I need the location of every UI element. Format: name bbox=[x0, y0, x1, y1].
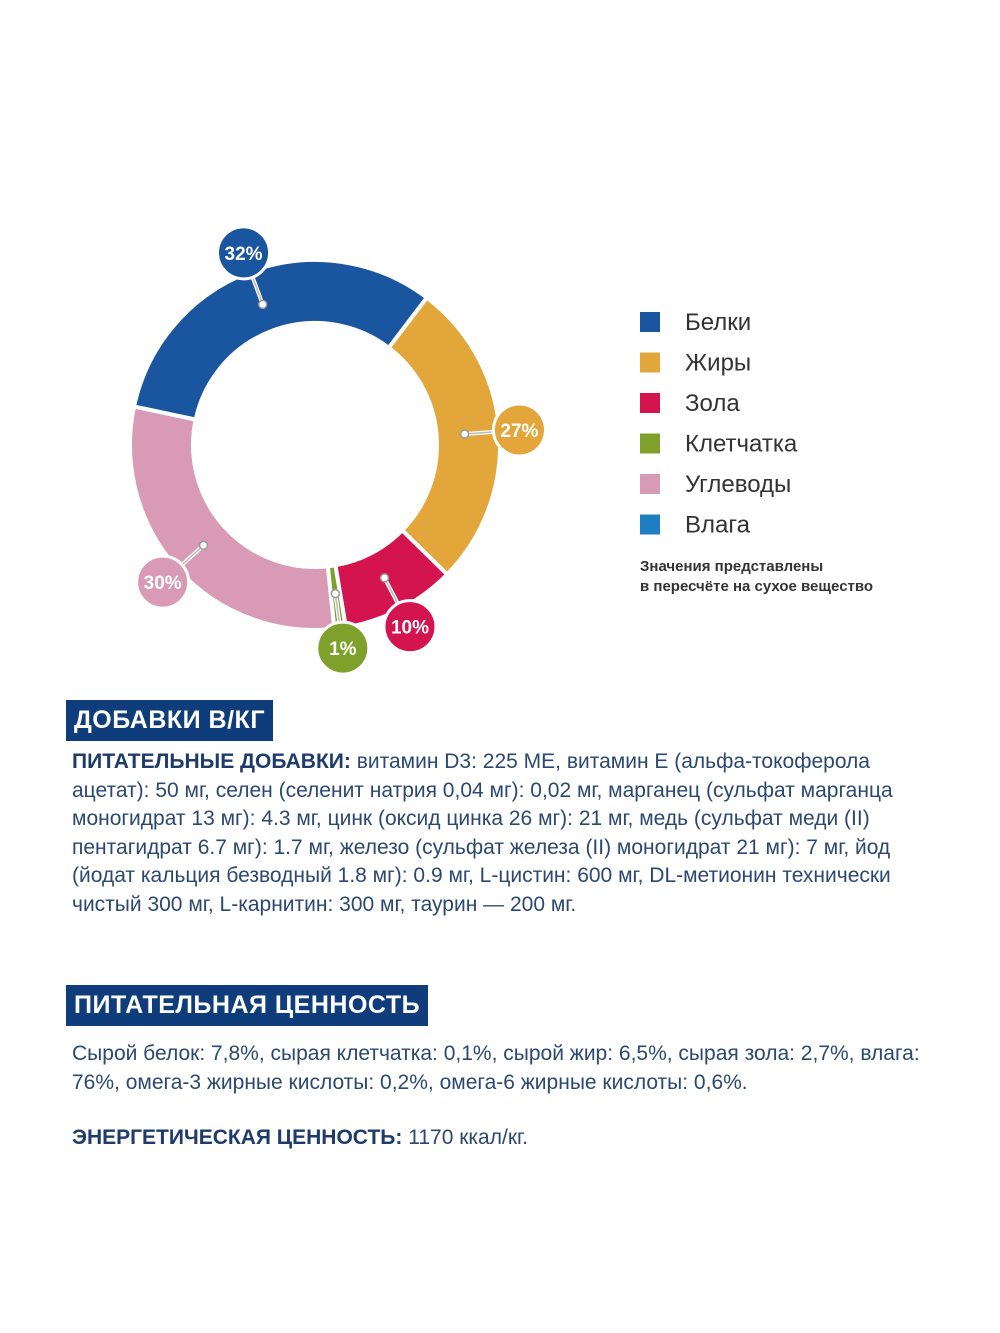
legend-label: Углеводы bbox=[685, 471, 791, 498]
legend-label: Клетчатка bbox=[685, 431, 798, 458]
note: Значения представлены bbox=[640, 558, 823, 575]
slice bbox=[131, 258, 430, 423]
callout-dot bbox=[459, 429, 470, 439]
data-label: 1% bbox=[329, 639, 357, 660]
legend-swatch bbox=[640, 352, 660, 373]
data-label: 10% bbox=[391, 618, 429, 639]
legend-swatch bbox=[640, 312, 660, 332]
data-label: 27% bbox=[500, 421, 538, 442]
data-label: 32% bbox=[225, 244, 263, 265]
callout-dot bbox=[379, 573, 390, 583]
label-badge bbox=[315, 620, 371, 676]
text: 1170 ккал/кг. bbox=[408, 1126, 528, 1149]
slice bbox=[128, 404, 337, 632]
label-badge bbox=[491, 402, 547, 458]
legend-swatch bbox=[640, 433, 660, 454]
legend-label: Влага bbox=[685, 512, 751, 539]
callout-dot bbox=[198, 540, 209, 551]
section-header: ДОБАВКИ В/КГ bbox=[66, 700, 273, 741]
slice bbox=[385, 294, 502, 578]
data-label: 30% bbox=[144, 573, 182, 594]
text: витамин D3: 225 МЕ, витамин Е (альфа-ток… bbox=[72, 750, 893, 916]
legend-swatch bbox=[640, 474, 660, 494]
callout-dot bbox=[330, 588, 341, 599]
paragraph: ЭНЕРГЕТИЧЕСКАЯ ЦЕННОСТЬ: 1170 ккал/кг. bbox=[72, 1124, 952, 1153]
legend-label: Белки bbox=[685, 309, 751, 336]
label-badge bbox=[382, 599, 438, 655]
legend-label: Жиры bbox=[685, 350, 751, 377]
label-badge bbox=[135, 554, 191, 610]
chart: Значения представлены в пересчёте на сух… bbox=[128, 225, 873, 676]
lead: ПИТАТЕЛЬНЫЕ ДОБАВКИ: bbox=[72, 750, 351, 773]
paragraph: Сырой белок: 7,8%, сырая клетчатка: 0,1%… bbox=[72, 1042, 920, 1094]
callout-dot bbox=[257, 299, 268, 310]
lead: ЭНЕРГЕТИЧЕСКАЯ ЦЕННОСТЬ: bbox=[72, 1126, 403, 1149]
legend-swatch bbox=[640, 514, 660, 535]
legend-label: Зола bbox=[685, 390, 740, 417]
note: в пересчёте на сухое вещество bbox=[640, 578, 873, 595]
section-header: ПИТАТЕЛЬНАЯ ЦЕННОСТЬ bbox=[66, 985, 429, 1026]
label-badge bbox=[216, 225, 272, 281]
legend-swatch bbox=[640, 393, 660, 413]
paragraph: ПИТАТЕЛЬНЫЕ ДОБАВКИ: витамин D3: 225 МЕ,… bbox=[72, 748, 952, 919]
